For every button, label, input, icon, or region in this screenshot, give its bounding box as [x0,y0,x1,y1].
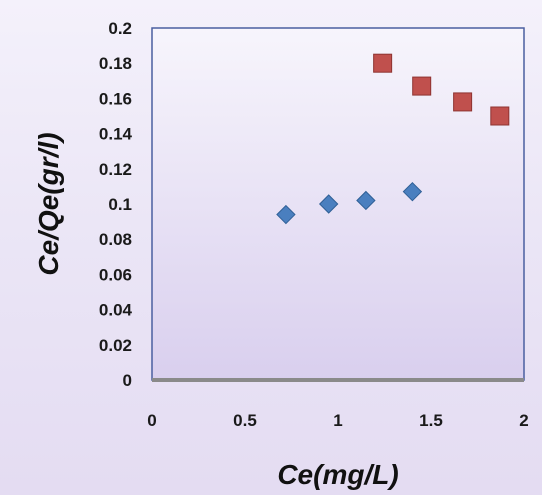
y-axis-title: Ce/Qe(gr/l) [33,132,64,275]
x-axis-ticks: 0 0.5 1 1.5 2 [147,411,528,430]
diamond-point [402,181,423,202]
x-axis-title: Ce(mg/L) [277,459,398,490]
x-tick-label: 0 [147,411,156,430]
y-tick-label: 0.12 [99,160,132,179]
y-axis-ticks: 0 0.02 0.04 0.06 0.08 0.1 0.12 0.14 0.16 0.18 0.2 [99,19,133,390]
diamond-point [356,190,376,211]
y-tick-label: 0.2 [108,19,132,38]
square-point [490,106,510,126]
y-tick-label: 0.18 [99,54,132,73]
y-tick-label: 0 [123,371,132,390]
x-tick-label: 1 [333,411,342,430]
data-points [276,53,510,225]
square-point [453,92,473,112]
y-tick-label: 0.1 [108,195,132,214]
square-point [412,76,432,96]
y-tick-label: 0.06 [99,265,132,284]
y-tick-label: 0.08 [99,230,132,249]
y-tick-label: 0.04 [99,301,133,320]
x-tick-label: 1.5 [419,411,443,430]
y-tick-label: 0.16 [99,89,132,108]
x-tick-label: 2 [519,411,528,430]
diamond-point [276,204,296,225]
diamond-point [318,194,339,214]
y-tick-label: 0.02 [99,336,132,355]
x-tick-label: 0.5 [233,411,257,430]
y-tick-label: 0.14 [99,125,133,144]
square-point [373,53,393,73]
